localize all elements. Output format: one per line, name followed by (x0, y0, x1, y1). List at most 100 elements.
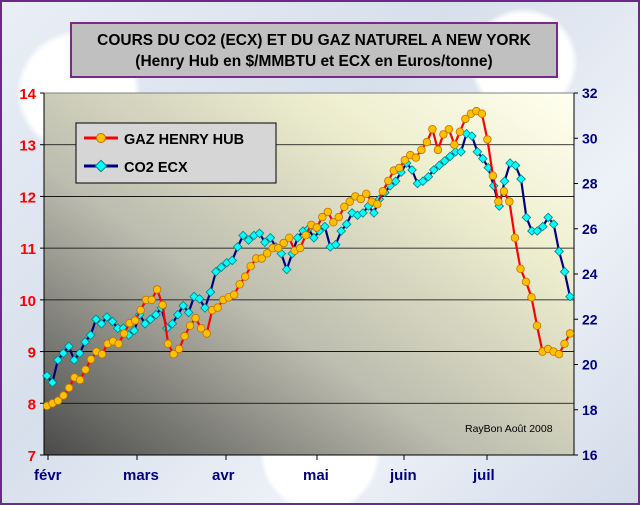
data-point-gas (257, 254, 266, 263)
legend-marker-gas (96, 133, 106, 143)
data-point-co2 (543, 212, 554, 223)
data-point-co2 (238, 230, 248, 241)
data-point-co2 (510, 160, 521, 171)
tick-label-right: 22 (582, 311, 598, 327)
data-point-gas (461, 114, 470, 124)
data-point-gas (450, 140, 459, 149)
tick-label-right: 28 (582, 176, 598, 192)
data-point-gas (433, 145, 443, 155)
data-point-co2 (472, 146, 483, 157)
data-point-co2 (243, 235, 254, 245)
data-point-co2 (227, 255, 238, 266)
tick-label-x: mai (303, 467, 329, 484)
data-point-gas (428, 124, 437, 134)
tick-label-left: 9 (28, 345, 36, 362)
tick-label-left: 8 (28, 396, 36, 413)
data-point-co2 (358, 208, 368, 218)
data-point-gas (196, 324, 206, 333)
data-point-co2 (554, 246, 564, 257)
data-point-co2 (254, 228, 265, 239)
data-point-gas (318, 212, 327, 222)
data-point-gas (263, 249, 272, 258)
data-point-gas (532, 321, 542, 330)
data-point-gas (202, 329, 211, 338)
data-point-co2 (140, 318, 150, 329)
data-point-gas (417, 145, 426, 155)
data-point-co2 (80, 337, 90, 347)
tick-label-right: 16 (582, 447, 598, 463)
data-point-gas (158, 300, 167, 310)
chart-title-box: COURS DU CO2 (ECX) ET DU GAZ NATUREL A N… (70, 22, 558, 78)
data-point-gas (439, 130, 448, 139)
data-point-co2 (418, 176, 428, 187)
data-point-gas (185, 321, 195, 330)
tick-label-right: 32 (582, 85, 598, 101)
data-point-gas (246, 262, 255, 271)
data-point-co2 (151, 309, 161, 320)
data-point-co2 (58, 348, 69, 359)
data-point-co2 (467, 131, 477, 141)
data-point-gas (81, 365, 90, 374)
data-point-co2 (407, 165, 417, 175)
data-point-gas (384, 176, 393, 186)
data-point-gas (147, 295, 156, 305)
data-point-co2 (205, 287, 216, 297)
tick-label-x: févr (34, 467, 62, 484)
data-point-gas (554, 350, 564, 359)
data-point-co2 (63, 341, 74, 352)
data-point-gas (274, 243, 283, 253)
data-point-gas (64, 383, 74, 392)
data-point-gas (279, 238, 288, 248)
data-point-co2 (91, 314, 101, 325)
tick-label-x: avr (212, 467, 235, 484)
data-point-co2 (167, 318, 178, 329)
tick-label-right: 20 (582, 357, 598, 373)
data-point-gas (323, 207, 332, 217)
data-point-gas (494, 197, 503, 206)
data-point-co2 (260, 237, 270, 248)
data-point-co2 (369, 208, 379, 218)
data-point-gas (169, 350, 178, 359)
data-point-gas (455, 127, 465, 136)
data-point-co2 (559, 266, 570, 277)
data-point-gas (75, 375, 85, 385)
series-layer (42, 106, 575, 411)
data-point-co2 (102, 312, 112, 322)
tick-label-right: 30 (582, 130, 598, 146)
data-point-gas (395, 163, 404, 173)
data-point-co2 (336, 226, 347, 236)
data-point-gas (334, 212, 343, 222)
tick-label-left: 14 (19, 86, 36, 103)
data-point-gas (505, 197, 514, 206)
data-point-co2 (532, 226, 543, 236)
data-point-co2 (129, 325, 140, 336)
data-point-co2 (341, 219, 352, 230)
data-point-co2 (548, 219, 559, 230)
data-point-gas (378, 187, 387, 196)
legend-box (75, 122, 277, 184)
data-point-co2 (439, 156, 450, 166)
data-point-co2 (85, 330, 96, 340)
data-point-co2 (53, 355, 63, 365)
data-point-gas (152, 285, 162, 294)
tick-label-left: 7 (28, 448, 36, 465)
data-point-co2 (194, 294, 205, 304)
data-point-gas (174, 344, 184, 354)
data-point-gas (510, 233, 520, 242)
data-point-gas (400, 155, 409, 165)
data-point-gas (345, 197, 354, 206)
data-point-co2 (211, 266, 221, 277)
data-point-gas (340, 202, 349, 211)
data-point-co2 (516, 174, 526, 184)
tick-label-x: mars (123, 467, 159, 484)
data-point-gas (312, 223, 321, 232)
data-point-co2 (281, 264, 292, 275)
data-point-co2 (330, 239, 341, 250)
data-point-co2 (292, 232, 303, 243)
legend: GAZ HENRY HUB CO2 ECX (75, 122, 277, 184)
data-point-co2 (456, 146, 466, 157)
tick-label-left: 13 (19, 138, 36, 155)
data-point-co2 (69, 355, 80, 365)
data-point-co2 (96, 318, 107, 329)
data-point-co2 (450, 146, 461, 157)
